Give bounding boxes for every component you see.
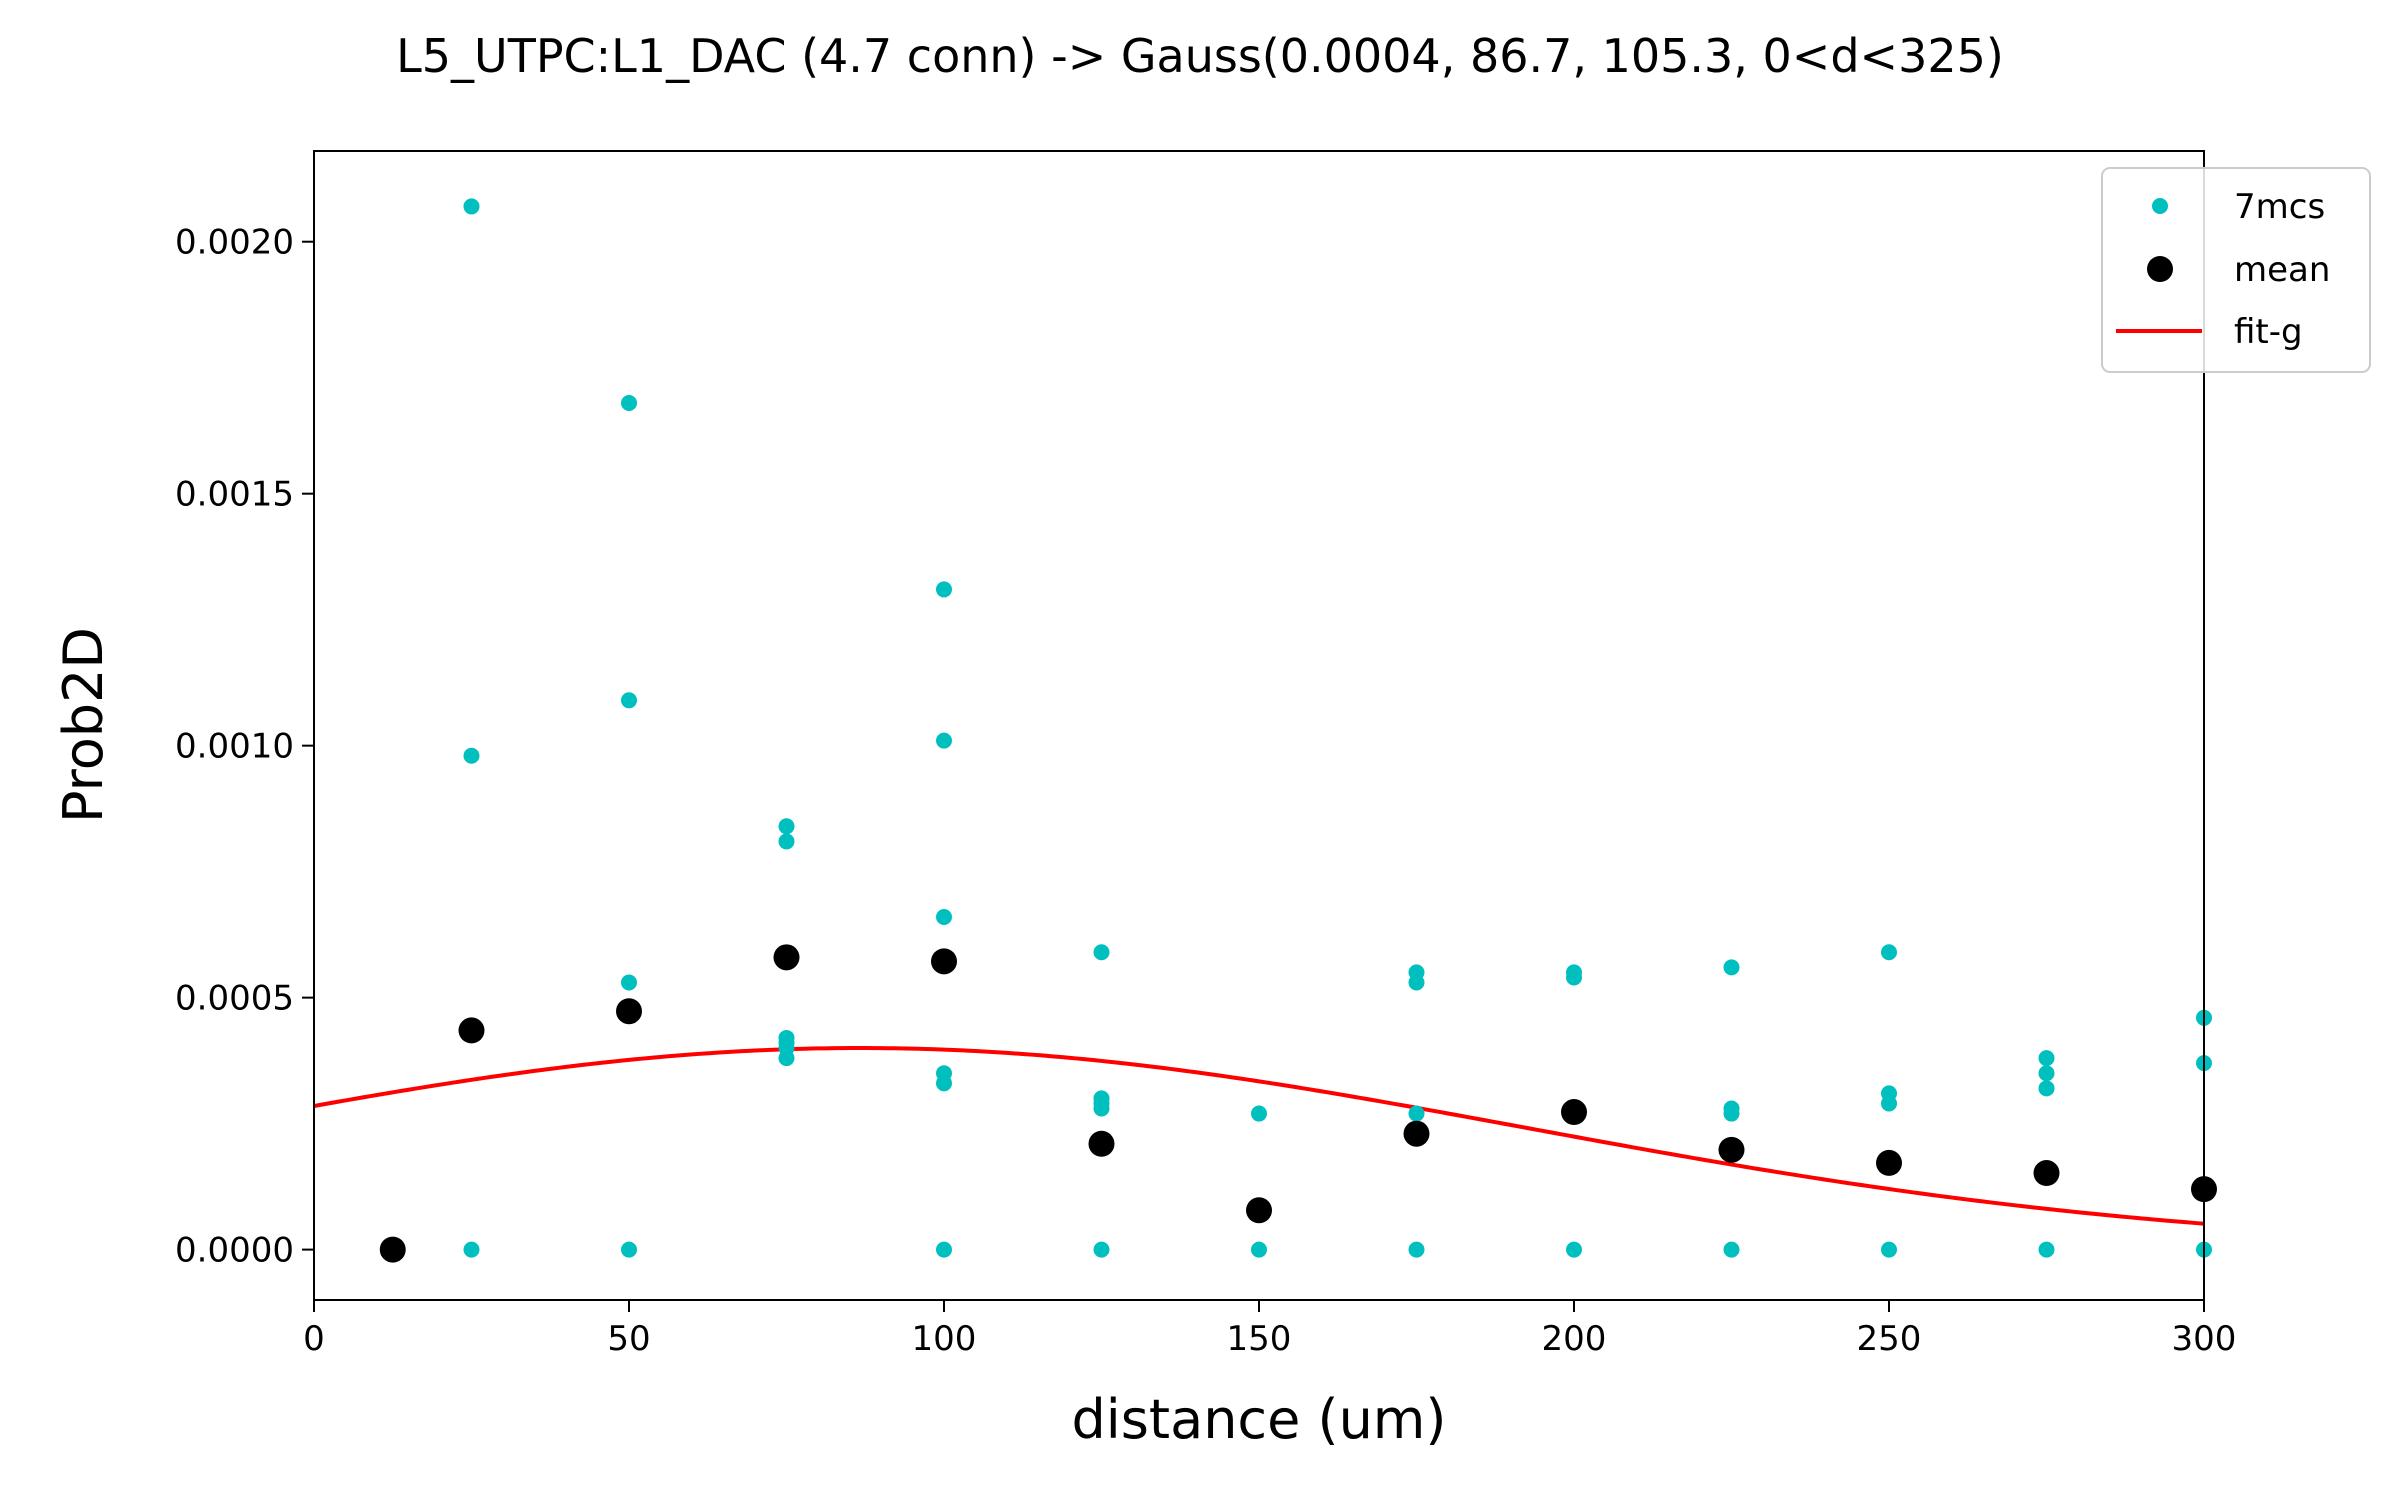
data-point-7mcs [936, 1241, 952, 1258]
x-tick-label: 250 [1857, 1319, 1922, 1359]
legend-marker-mean [2147, 256, 2173, 282]
data-point-mean [1876, 1149, 1902, 1176]
data-point-7mcs [621, 692, 637, 709]
data-point-7mcs [1251, 1105, 1267, 1122]
data-point-7mcs [1093, 1100, 1110, 1117]
data-point-7mcs [1723, 1105, 1740, 1122]
data-point-7mcs [1881, 944, 1897, 961]
data-point-mean [379, 1236, 406, 1263]
legend-label-fit-g: fit-g [2234, 312, 2303, 352]
data-point-mean [1561, 1099, 1587, 1126]
x-axis-label: distance (um) [1072, 1388, 1447, 1451]
points-layer [463, 198, 2212, 1258]
data-point-7mcs [621, 974, 637, 991]
chart-title: L5_UTPC:L1_DAC (4.7 conn) -> Gauss(0.000… [396, 29, 2004, 83]
data-point-7mcs [778, 833, 795, 850]
x-tick-label: 100 [912, 1319, 977, 1359]
data-point-mean [773, 944, 800, 971]
data-point-mean [2033, 1160, 2060, 1187]
data-point-7mcs [936, 732, 952, 749]
data-point-7mcs [936, 909, 952, 925]
y-axis-label: Prob2D [52, 627, 115, 823]
data-point-7mcs [778, 818, 795, 835]
y-tick-label: 0.0020 [175, 223, 294, 263]
data-point-7mcs [621, 1241, 637, 1258]
y-tick-label: 0.0010 [175, 727, 294, 767]
y-tick-label: 0.0005 [175, 979, 294, 1019]
data-point-7mcs [2038, 1065, 2055, 1082]
data-point-7mcs [463, 747, 480, 764]
data-point-mean [931, 948, 957, 975]
data-point-mean [1718, 1136, 1745, 1163]
x-tick-label: 200 [1542, 1319, 1607, 1359]
data-point-7mcs [778, 1050, 795, 1067]
legend: 7mcs mean fit-g [2101, 167, 2371, 373]
data-point-7mcs [1408, 1241, 1425, 1258]
data-point-7mcs [1723, 1241, 1740, 1258]
data-point-mean [1246, 1197, 1272, 1224]
data-point-7mcs [2038, 1080, 2055, 1097]
data-point-7mcs [1881, 1095, 1897, 1112]
y-tick-label: 0.0015 [175, 475, 294, 515]
data-point-7mcs [1566, 1241, 1582, 1258]
data-point-7mcs [1093, 944, 1110, 961]
x-tick-label: 150 [1227, 1319, 1292, 1359]
x-tick-label: 0 [303, 1319, 325, 1359]
fit-g-line [314, 1046, 2204, 1226]
legend-label-7mcs: 7mcs [2234, 187, 2325, 227]
data-point-7mcs [1881, 1241, 1897, 1258]
data-point-7mcs [2038, 1241, 2055, 1258]
legend-marker-7mcs [2152, 198, 2168, 214]
data-point-7mcs [936, 1075, 952, 1092]
x-tick-label: 300 [2172, 1319, 2237, 1359]
data-point-7mcs [621, 394, 637, 411]
data-point-mean [1403, 1120, 1430, 1147]
data-point-mean [458, 1017, 485, 1044]
data-point-7mcs [1093, 1241, 1110, 1258]
fit-layer [314, 1046, 2204, 1226]
data-point-7mcs [1251, 1241, 1267, 1258]
legend-box [2101, 167, 2371, 373]
data-point-7mcs [2038, 1050, 2055, 1067]
y-tick-label: 0.0000 [175, 1231, 294, 1271]
legend-label-mean: mean [2234, 250, 2330, 290]
data-point-7mcs [936, 581, 952, 598]
data-point-7mcs [463, 1241, 480, 1258]
data-point-7mcs [463, 198, 480, 215]
data-point-7mcs [1408, 1105, 1425, 1122]
data-point-7mcs [1408, 974, 1425, 991]
data-point-7mcs [1723, 959, 1740, 976]
y-axis: 0.0000 0.0005 0.0010 0.0015 0.0020 [175, 223, 314, 1271]
data-point-mean [1088, 1130, 1115, 1157]
data-point-7mcs [1566, 969, 1582, 986]
data-point-mean [616, 998, 642, 1025]
x-axis: 0 50 100 150 200 250 300 [303, 1300, 2236, 1359]
x-tick-label: 50 [607, 1319, 650, 1359]
